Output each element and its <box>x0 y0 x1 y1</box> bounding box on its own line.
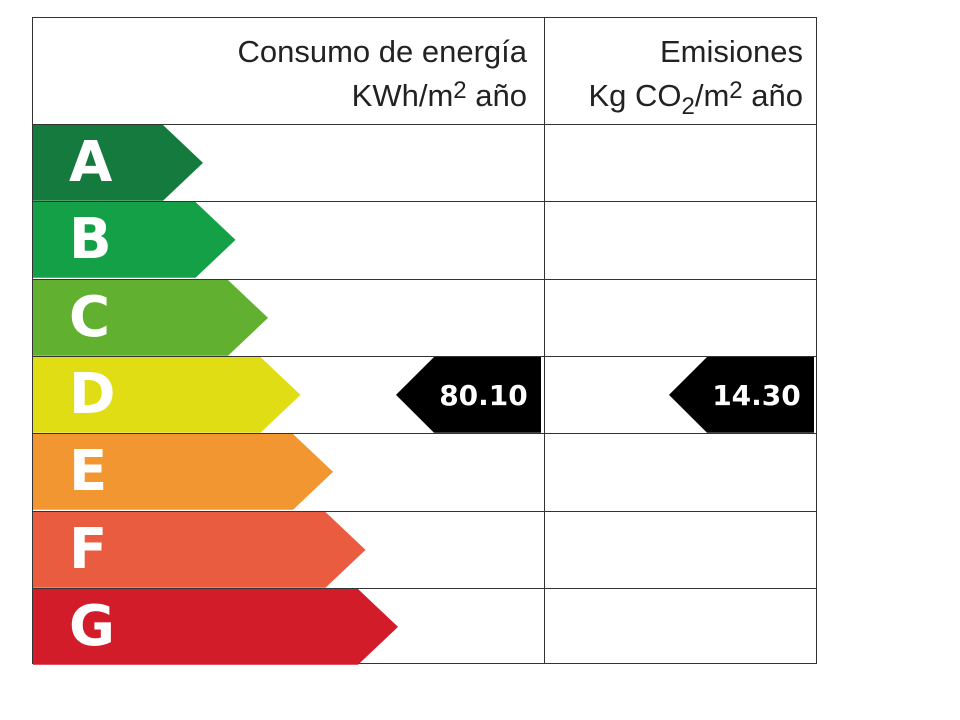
rating-letter-e: E <box>69 439 108 505</box>
rating-arrow-c <box>33 279 268 356</box>
emissions-header: Emisiones Kg CO2/m2 año <box>545 18 817 124</box>
energy-value-tag <box>396 356 541 433</box>
row-divider <box>33 201 816 203</box>
row-divider <box>33 587 816 589</box>
emissions-value-tag <box>669 356 814 433</box>
rating-letter-f: F <box>69 516 108 582</box>
energy-value: 80.10 <box>439 378 528 412</box>
rating-arrow-g <box>33 588 398 665</box>
emissions-value: 14.30 <box>712 378 801 412</box>
column-divider <box>544 18 545 663</box>
energy-header-title: Consumo de energía <box>237 34 527 69</box>
energy-label-table: Consumo de energía KWh/m2 año Emisiones … <box>32 17 817 665</box>
row-divider <box>33 278 816 280</box>
energy-header-unit: KWh/m2 año <box>351 77 527 113</box>
rating-arrow-d <box>33 356 301 433</box>
rating-arrow-e <box>33 434 333 510</box>
rating-arrow-f <box>33 511 366 588</box>
rating-letter-b: B <box>69 207 112 273</box>
row-divider <box>33 433 816 435</box>
emissions-header-unit: Kg CO2/m2 año <box>588 77 803 120</box>
row-divider <box>33 355 816 357</box>
rating-letter-a: A <box>69 130 113 195</box>
row-divider <box>33 510 816 512</box>
energy-header: Consumo de energía KWh/m2 año <box>33 18 544 124</box>
rating-letter-d: D <box>69 361 116 427</box>
rating-arrow-b <box>33 202 236 279</box>
rating-arrow-a <box>33 125 203 201</box>
row-divider <box>33 124 816 125</box>
rating-letter-g: G <box>69 593 115 659</box>
rating-letter-c: C <box>69 284 111 350</box>
emissions-header-title: Emisiones <box>660 34 803 69</box>
